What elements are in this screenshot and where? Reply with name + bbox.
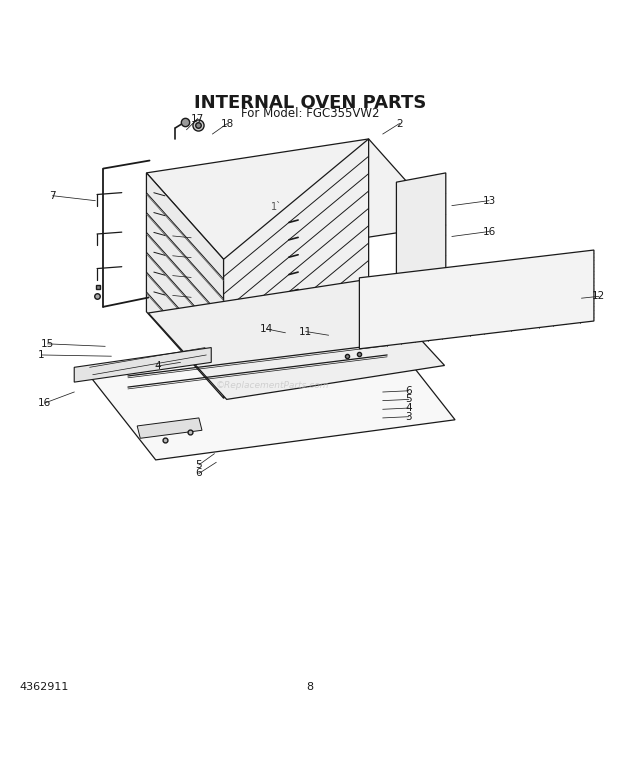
Text: 3: 3 [405, 412, 412, 422]
Polygon shape [396, 173, 446, 327]
Text: 13: 13 [482, 196, 495, 205]
Text: 15: 15 [41, 339, 55, 349]
Text: 12: 12 [592, 292, 606, 301]
Text: 18: 18 [221, 118, 234, 129]
Text: 7: 7 [50, 191, 56, 201]
Text: 2: 2 [396, 118, 403, 129]
Text: 1`: 1` [270, 201, 281, 212]
Text: 5: 5 [195, 460, 202, 470]
Text: 16: 16 [482, 227, 495, 237]
Text: 4362911: 4362911 [20, 682, 69, 692]
Polygon shape [360, 250, 594, 349]
Text: INTERNAL OVEN PARTS: INTERNAL OVEN PARTS [194, 94, 426, 112]
Text: 8: 8 [306, 682, 314, 692]
Text: 4: 4 [154, 361, 161, 371]
Text: 5: 5 [405, 394, 412, 405]
Polygon shape [148, 280, 445, 399]
Text: For Model: FGC355VW2: For Model: FGC355VW2 [241, 107, 379, 119]
Polygon shape [74, 347, 211, 382]
Text: 14: 14 [260, 324, 273, 334]
Polygon shape [224, 139, 369, 398]
Text: 17: 17 [191, 114, 205, 124]
Polygon shape [146, 173, 224, 398]
Text: 6: 6 [405, 386, 412, 396]
Text: 1: 1 [38, 350, 45, 360]
Polygon shape [137, 418, 202, 438]
Text: 11: 11 [299, 326, 312, 336]
Text: 16: 16 [38, 398, 51, 408]
Text: 6: 6 [195, 469, 202, 478]
Text: ©ReplacementParts.com: ©ReplacementParts.com [216, 381, 330, 390]
Polygon shape [88, 333, 455, 460]
Text: 4: 4 [405, 403, 412, 413]
Polygon shape [146, 139, 446, 260]
